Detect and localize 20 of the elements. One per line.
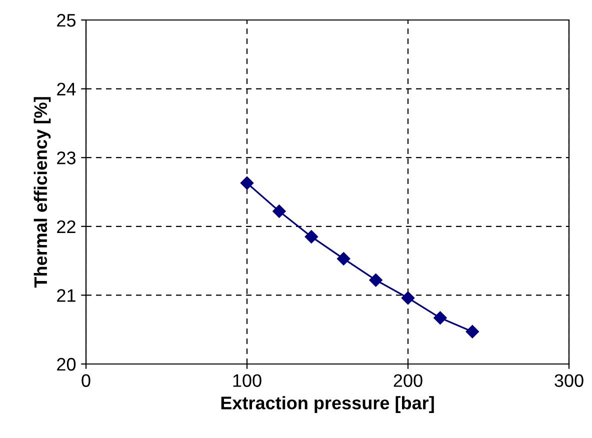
- point: [337, 252, 350, 266]
- x-tick-label: 100: [233, 374, 262, 387]
- y-tick-label: 22: [57, 220, 76, 233]
- x-tick-label: 0: [82, 374, 90, 387]
- x-tick-label: 200: [394, 374, 422, 387]
- x-tick-label: 300: [554, 374, 584, 387]
- point: [304, 230, 318, 244]
- y-axis-title: Thermal efficiency [%]: [34, 97, 51, 288]
- point: [401, 291, 415, 305]
- point: [272, 204, 286, 218]
- x-axis-title: Extraction pressure [bar]: [221, 396, 434, 413]
- y-tick-label: 21: [57, 289, 76, 302]
- point: [466, 325, 479, 338]
- point: [434, 311, 447, 324]
- y-tick-label: 25: [57, 14, 76, 27]
- point: [369, 273, 382, 287]
- y-tick-label: 20: [57, 358, 76, 371]
- y-tick-label: 23: [57, 152, 76, 164]
- y-tick-label: 24: [57, 82, 76, 96]
- point: [240, 176, 254, 190]
